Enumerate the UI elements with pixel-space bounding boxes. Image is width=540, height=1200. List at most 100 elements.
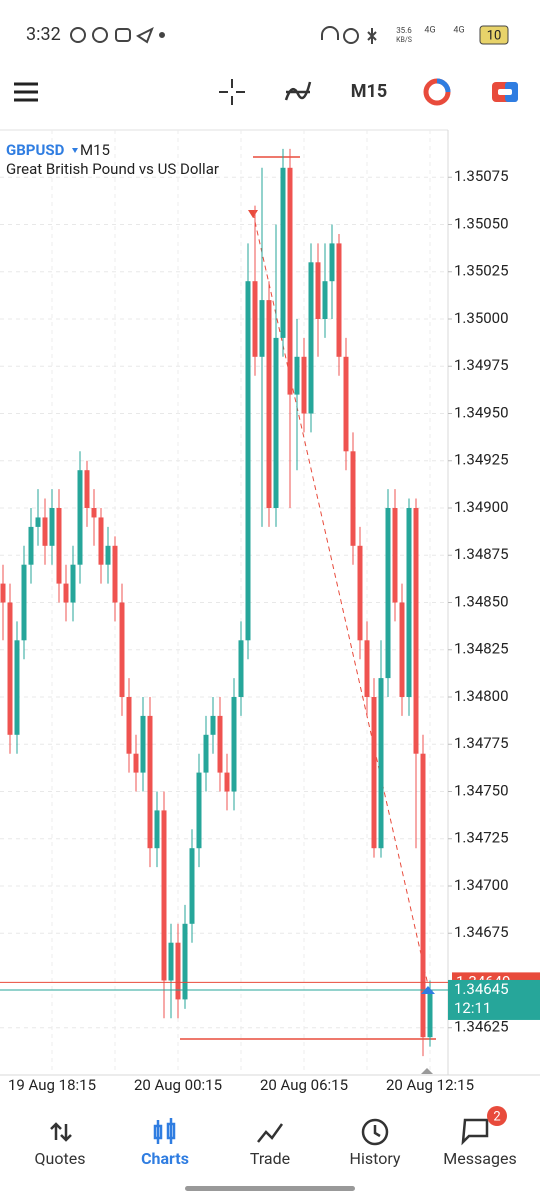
candle-body bbox=[413, 508, 419, 754]
candle-body bbox=[203, 734, 209, 773]
candle-body bbox=[21, 564, 27, 641]
y-tick-label: 1.34900 bbox=[454, 498, 509, 516]
candle-body bbox=[42, 517, 48, 546]
candle-body bbox=[343, 356, 349, 452]
candle-body bbox=[266, 300, 272, 508]
candle-body bbox=[280, 167, 286, 338]
candle-body bbox=[133, 753, 139, 773]
bid-label: 1.34645 bbox=[454, 980, 509, 998]
home-indicator bbox=[185, 1186, 355, 1191]
scroll-marker bbox=[421, 1068, 433, 1074]
candle-body bbox=[371, 697, 377, 849]
candle-body bbox=[154, 810, 160, 849]
symbol-description: Great British Pound vs US Dollar bbox=[6, 160, 219, 178]
candle-body bbox=[259, 300, 265, 357]
candle-body bbox=[392, 508, 398, 603]
y-tick-label: 1.35075 bbox=[454, 167, 509, 185]
candle-body bbox=[35, 517, 41, 527]
bottom-nav bbox=[0, 1098, 540, 1200]
candle-body bbox=[147, 715, 153, 849]
nav-label[interactable]: Trade bbox=[250, 1149, 290, 1168]
trade-button[interactable] bbox=[492, 82, 518, 102]
battery bbox=[479, 25, 509, 45]
chart-timeframe: M15 bbox=[80, 141, 110, 159]
y-tick-label: 1.35025 bbox=[454, 262, 509, 280]
candle-body bbox=[119, 602, 125, 697]
candle-body bbox=[70, 564, 76, 603]
candle-body bbox=[406, 508, 412, 697]
bar-timer: 12:11 bbox=[454, 999, 491, 1017]
candle-body bbox=[98, 517, 104, 565]
crosshair-button[interactable] bbox=[219, 79, 245, 105]
bid-label-bg bbox=[448, 979, 540, 1020]
candle-body bbox=[14, 640, 20, 735]
y-tick-label: 1.34775 bbox=[454, 734, 509, 752]
candle-body bbox=[196, 772, 202, 849]
nav-label[interactable]: Messages bbox=[443, 1149, 516, 1168]
candle-body bbox=[210, 715, 216, 735]
objects-button[interactable] bbox=[423, 78, 451, 106]
y-tick-label: 1.34700 bbox=[454, 876, 509, 894]
candle-body bbox=[77, 470, 83, 565]
indicators-button[interactable] bbox=[284, 81, 312, 101]
candle-body bbox=[329, 243, 335, 282]
candle-body bbox=[112, 545, 118, 603]
network-1: 4G bbox=[424, 25, 435, 35]
candle-body bbox=[336, 243, 342, 357]
candle-body bbox=[252, 281, 258, 357]
x-tick-label: 20 Aug 00:15 bbox=[134, 1076, 222, 1094]
y-tick-label: 1.34925 bbox=[454, 451, 509, 469]
message-badge-count: 2 bbox=[493, 1109, 500, 1124]
symbol[interactable]: GBPUSD bbox=[6, 141, 65, 159]
status-time: 3:32 bbox=[26, 24, 61, 45]
y-tick-label: 1.34750 bbox=[454, 781, 509, 799]
candle-body bbox=[49, 508, 55, 546]
candle-body bbox=[140, 715, 146, 773]
candle-body bbox=[217, 715, 223, 773]
status-icons bbox=[70, 26, 377, 44]
candle-body bbox=[315, 262, 321, 319]
menu-button[interactable] bbox=[14, 82, 38, 102]
net-speed-unit: KB/S bbox=[396, 36, 412, 44]
y-tick-label: 1.34875 bbox=[454, 545, 509, 563]
candle-body bbox=[28, 526, 34, 565]
sell-arrow bbox=[248, 210, 258, 218]
candle-body bbox=[378, 678, 384, 849]
candle-body bbox=[189, 848, 195, 924]
plot-area: 1.35075 1.35050 1.35025 1.35000 1.34975 1.349… bbox=[0, 130, 540, 1094]
y-tick-label: 1.34675 bbox=[454, 923, 509, 941]
candle-body bbox=[0, 583, 6, 603]
nav-label[interactable]: Quotes bbox=[35, 1149, 86, 1168]
candle-body bbox=[399, 602, 405, 697]
y-tick-label: 1.35000 bbox=[454, 309, 509, 327]
y-tick-label: 1.34950 bbox=[454, 403, 509, 421]
candle-body bbox=[273, 337, 279, 508]
nav-label[interactable]: History bbox=[350, 1149, 401, 1168]
candle-body bbox=[84, 470, 90, 508]
candle-body bbox=[231, 697, 237, 792]
candle-body bbox=[126, 697, 132, 754]
candle-body bbox=[364, 640, 370, 697]
symbol-dropdown[interactable] bbox=[72, 148, 78, 153]
candle-body bbox=[350, 451, 356, 546]
candle-body bbox=[56, 508, 62, 584]
candle-body bbox=[294, 356, 300, 395]
candle-body bbox=[63, 583, 69, 603]
candle-body bbox=[175, 942, 181, 1000]
candle-body bbox=[105, 545, 111, 565]
candle-body bbox=[322, 281, 328, 319]
candle-body bbox=[420, 753, 426, 1038]
y-tick-label: 1.34800 bbox=[454, 687, 509, 705]
candle-body bbox=[7, 602, 13, 735]
candle-body bbox=[301, 356, 307, 414]
nav-label[interactable]: Charts bbox=[141, 1149, 189, 1168]
candle-body bbox=[245, 281, 251, 641]
net-speed: 35.6 bbox=[396, 26, 412, 35]
x-tick-label: 19 Aug 18:15 bbox=[8, 1076, 96, 1094]
candle-body bbox=[357, 545, 363, 641]
timeframe-button[interactable]: M15 bbox=[351, 81, 387, 102]
buy-arrow bbox=[421, 985, 435, 994]
network-2: 4G bbox=[453, 25, 464, 35]
candle-body bbox=[182, 923, 188, 1000]
